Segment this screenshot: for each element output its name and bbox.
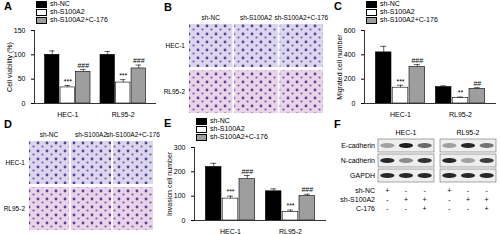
svg-text:HEC-1: HEC-1 [5, 159, 25, 166]
svg-text:+: + [485, 205, 489, 212]
svg-text:600: 600 [344, 27, 356, 34]
svg-text:+: + [404, 196, 408, 203]
svg-text:100: 100 [174, 192, 186, 199]
svg-text:sh-NC: sh-NC [40, 131, 59, 138]
svg-text:200: 200 [174, 168, 186, 175]
svg-text:sh-S100A2+C-176: sh-S100A2+C-176 [274, 14, 328, 21]
svg-text:Cell viability (%): Cell viability (%) [6, 42, 14, 92]
svg-text:200: 200 [344, 75, 356, 82]
svg-text:0: 0 [182, 217, 186, 224]
html-text:sh-S100A2: sh-S100A2 [380, 8, 415, 15]
svg-text:-: - [485, 187, 488, 194]
svg-text:0: 0 [22, 100, 26, 107]
svg-text:sh-NC: sh-NC [201, 14, 220, 21]
svg-text:HEC-1: HEC-1 [390, 111, 411, 117]
svg-text:HEC-1: HEC-1 [57, 111, 78, 117]
svg-text:100: 100 [14, 51, 26, 58]
svg-text:sh-S100A2+C-176: sh-S100A2+C-176 [106, 131, 160, 138]
svg-text:HEC-1: HEC-1 [165, 42, 185, 49]
svg-text:-: - [423, 187, 426, 194]
svg-text:RL95-2: RL95-2 [457, 129, 480, 136]
svg-text:##: ## [473, 80, 481, 87]
svg-text:+: + [385, 187, 389, 194]
svg-text:###: ### [301, 186, 313, 193]
svg-text:-: - [448, 205, 451, 212]
svg-text:Migrated cell number: Migrated cell number [336, 34, 344, 100]
svg-text:+: + [447, 187, 451, 194]
svg-text:HEC-1: HEC-1 [220, 228, 241, 234]
svg-text:###: ### [133, 57, 145, 64]
svg-text:-: - [448, 196, 451, 203]
svg-text:-: - [405, 205, 408, 212]
svg-text:RL95-2: RL95-2 [164, 88, 186, 95]
svg-text:sh-S100A2: sh-S100A2 [340, 196, 375, 203]
svg-text:-: - [405, 187, 408, 194]
html-text:sh-S100A2+C-176: sh-S100A2+C-176 [380, 16, 438, 23]
svg-text:***: *** [226, 188, 234, 195]
svg-text:F: F [334, 118, 341, 130]
svg-text:300: 300 [174, 144, 186, 151]
svg-text:RL95-2: RL95-2 [279, 228, 302, 234]
svg-text:+: + [466, 196, 470, 203]
svg-text:sh-S100A2: sh-S100A2 [240, 14, 273, 21]
svg-text:###: ### [241, 168, 253, 175]
svg-text:0: 0 [352, 100, 356, 107]
svg-text:C-176: C-176 [356, 205, 375, 212]
svg-text:+: + [485, 196, 489, 203]
svg-text:+: + [423, 196, 427, 203]
svg-text:***: *** [119, 72, 127, 79]
html-text:sh-NC: sh-NC [210, 117, 230, 124]
svg-text:-: - [386, 205, 389, 212]
html-text:C: C [334, 0, 342, 12]
svg-text:RL95-2: RL95-2 [4, 205, 26, 212]
svg-text:B: B [164, 1, 172, 13]
svg-text:RL95-2: RL95-2 [449, 111, 472, 117]
svg-text:###: ### [411, 57, 423, 64]
svg-text:150: 150 [14, 27, 26, 34]
svg-text:GAPDH: GAPDH [350, 172, 375, 179]
html-text:sh-NC: sh-NC [380, 0, 400, 7]
svg-text:**: ** [458, 89, 464, 96]
svg-text:###: ### [77, 62, 89, 69]
svg-text:50: 50 [18, 75, 26, 82]
html-text:sh-S100A2: sh-S100A2 [210, 125, 245, 132]
svg-text:+: + [423, 205, 427, 212]
svg-text:Invasion cell number: Invasion cell number [166, 151, 173, 216]
html-text:E: E [164, 117, 172, 129]
svg-text:E-cadherin: E-cadherin [341, 142, 375, 149]
svg-text:RL95-2: RL95-2 [112, 111, 135, 117]
svg-text:-: - [467, 205, 470, 212]
svg-text:HEC-1: HEC-1 [395, 129, 416, 136]
svg-text:***: *** [396, 77, 404, 84]
html-text:sh-S100A2+C-176: sh-S100A2+C-176 [210, 133, 268, 140]
svg-text:***: *** [64, 78, 72, 85]
svg-text:sh-S100A2: sh-S100A2 [75, 131, 108, 138]
html-text:sh-NC: sh-NC [50, 0, 70, 7]
svg-text:-: - [386, 196, 389, 203]
html-text:A: A [4, 0, 12, 12]
html-text:sh-S100A2+C-176: sh-S100A2+C-176 [50, 16, 108, 23]
svg-text:sh-NC: sh-NC [355, 187, 375, 194]
svg-text:400: 400 [344, 51, 356, 58]
html-text:sh-S100A2: sh-S100A2 [50, 8, 85, 15]
svg-text:N-cadherin: N-cadherin [341, 157, 375, 164]
svg-text:-: - [467, 187, 470, 194]
svg-text:***: *** [286, 202, 294, 209]
svg-text:D: D [4, 118, 12, 130]
